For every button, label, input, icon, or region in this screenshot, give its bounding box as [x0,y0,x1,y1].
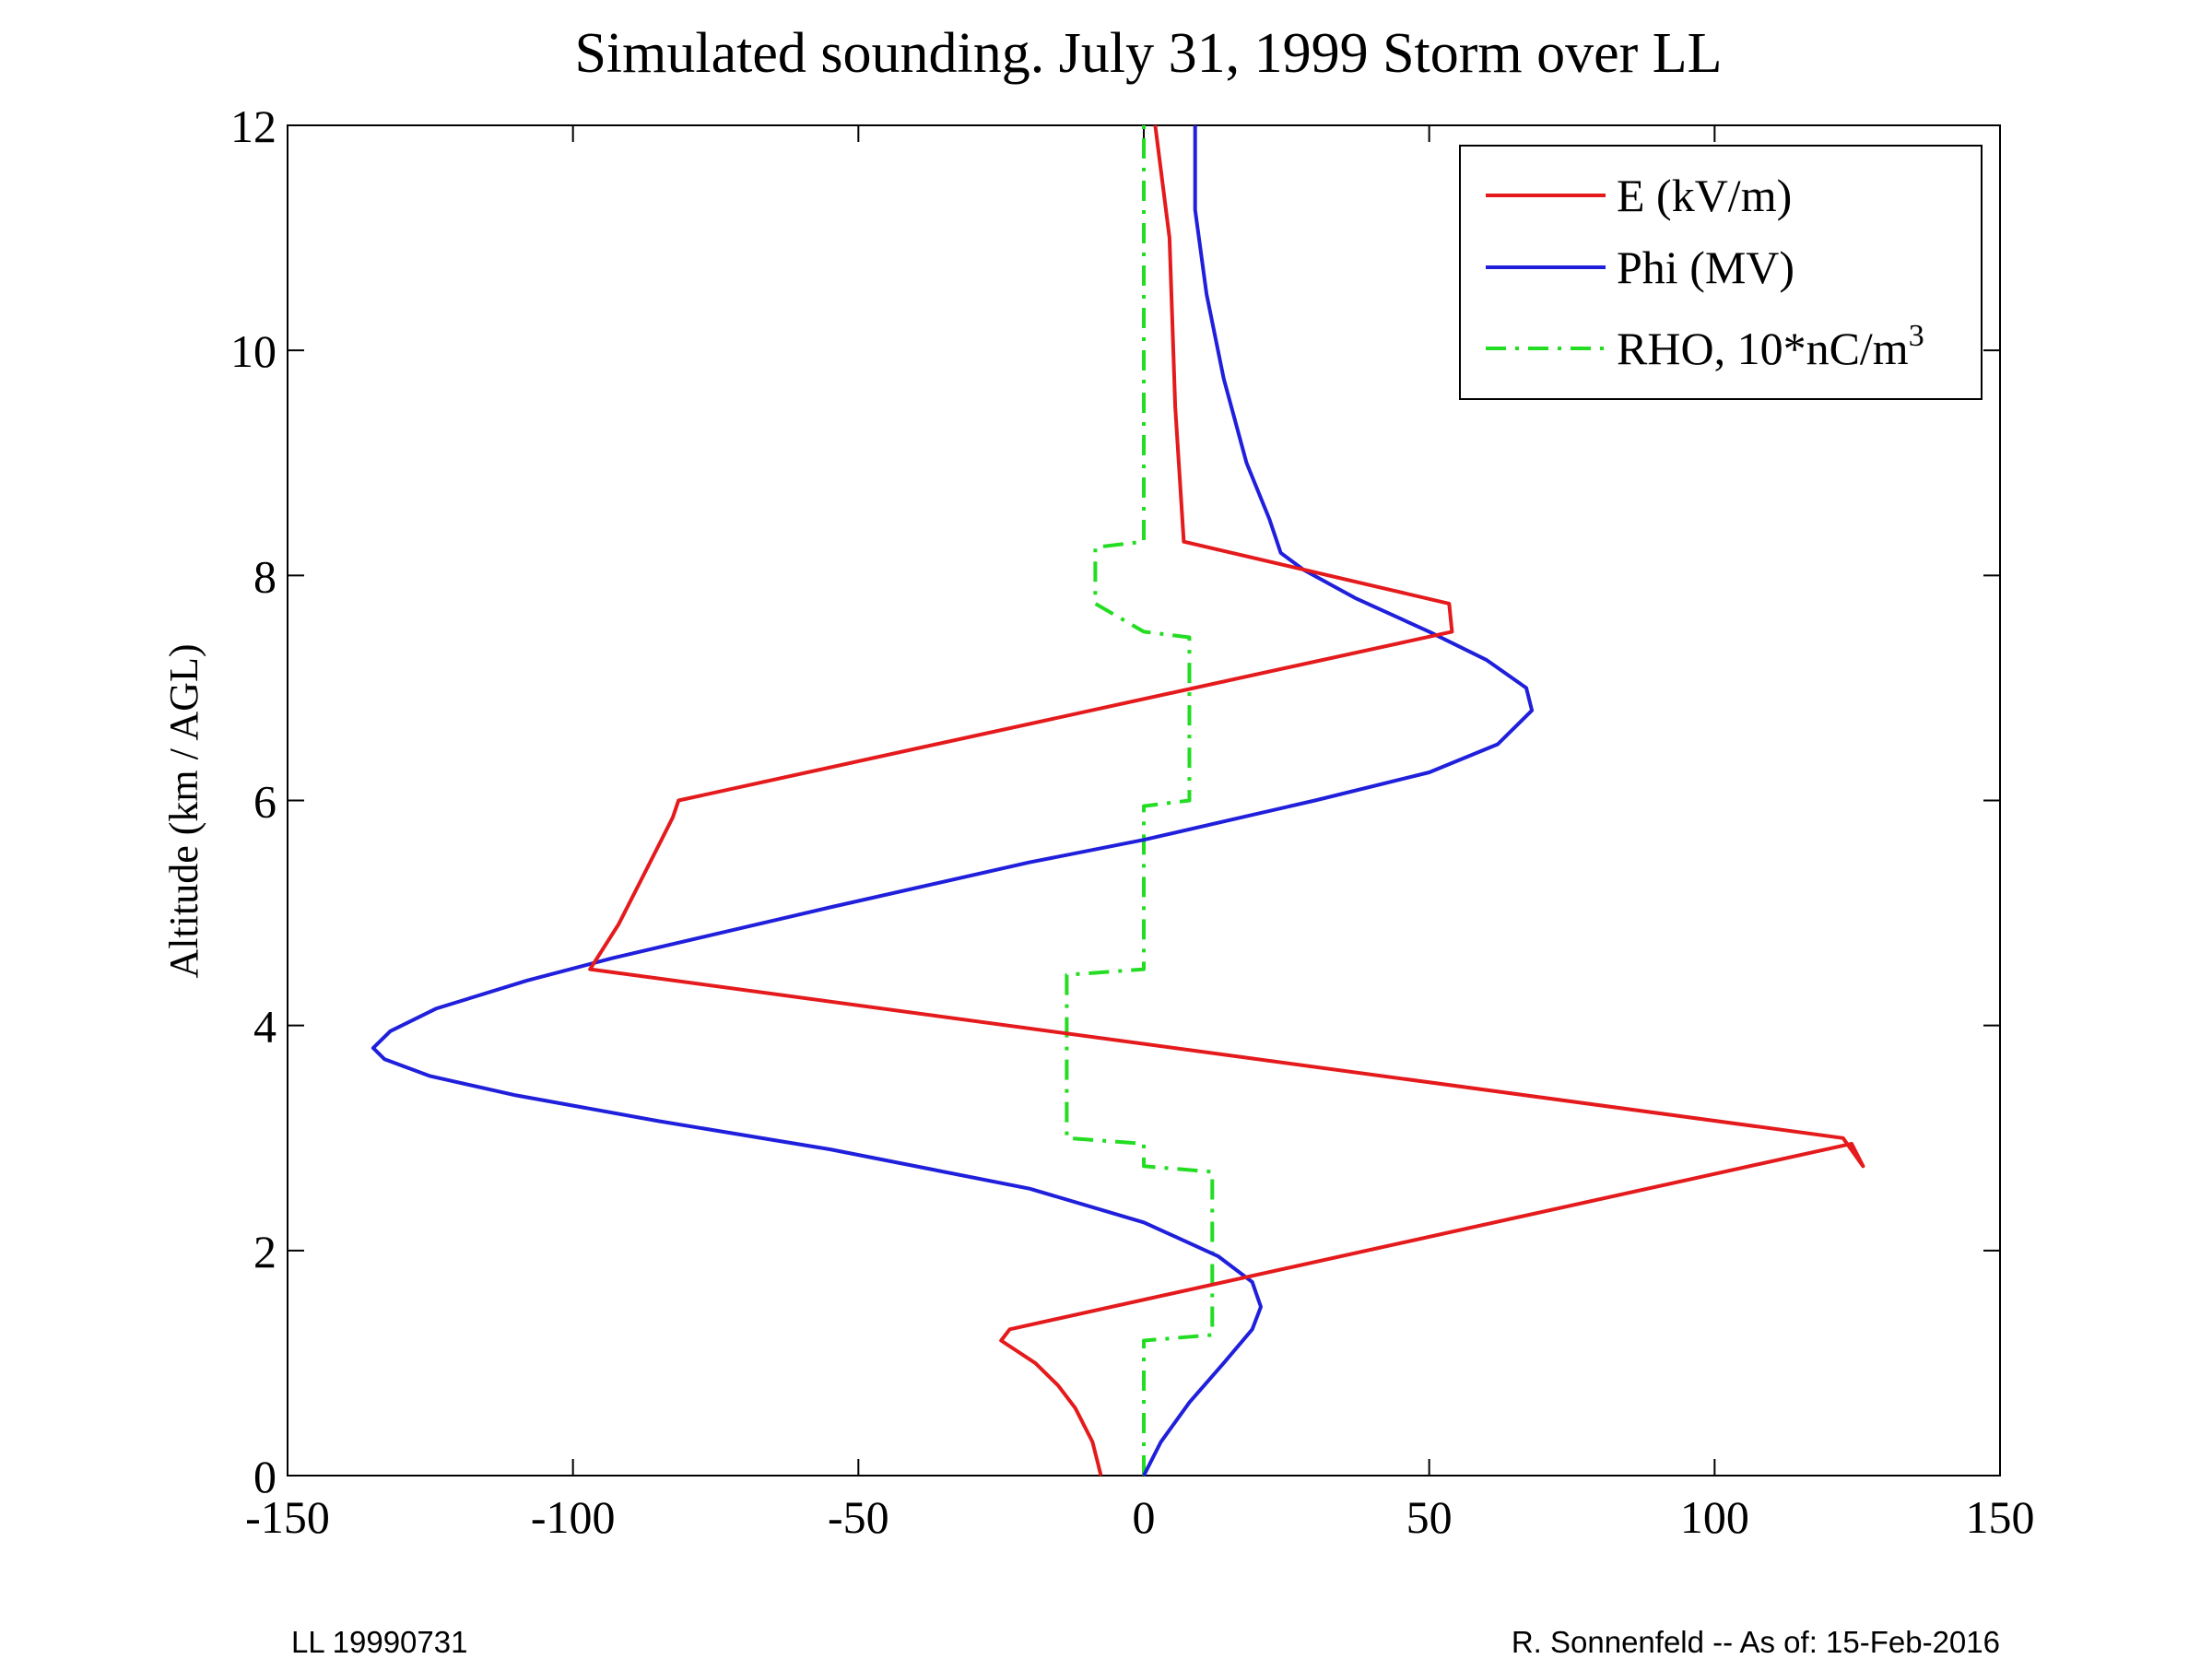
x-tick-label: 150 [1966,1491,2035,1543]
y-tick-label: 6 [253,776,276,828]
legend-label-0: E (kV/m) [1617,170,1792,221]
y-tick-label: 0 [253,1451,276,1502]
footer-left-label: LL 19990731 [291,1625,467,1659]
y-tick-label: 10 [230,325,276,377]
x-tick-label: -150 [245,1491,330,1543]
legend: E (kV/m) Phi (MV) RHO, 10*nC/m3 [1459,145,1983,400]
series-layer [371,124,1865,1477]
series-line-1 [371,125,1535,1477]
plot-area: -150 -100 -50 0 50 100 150 0 2 4 6 8 10 12 [230,100,2035,1543]
x-ticks: -150 -100 -50 0 50 100 150 [245,125,2035,1543]
series-line-0 [588,124,1865,1477]
y-tick-label: 12 [230,100,276,152]
x-tick-label: -50 [828,1491,889,1543]
y-ticks: 0 2 4 6 8 10 12 [230,100,2000,1502]
y-tick-label: 2 [253,1226,276,1277]
series-line-2 [1065,125,1215,1476]
y-axis-label: Altitude (km / AGL) [161,644,206,979]
x-tick-label: 0 [1133,1491,1156,1543]
x-tick-label: 100 [1680,1491,1749,1543]
legend-label-2: RHO, 10*nC/m3 [1617,319,1924,374]
legend-label-1: Phi (MV) [1617,241,1794,293]
x-tick-label: -100 [531,1491,616,1543]
y-tick-label: 4 [253,1001,276,1053]
y-tick-label: 8 [253,550,276,602]
footer-right-label: R. Sonnenfeld -- As of: 15-Feb-2016 [1512,1625,2000,1659]
x-tick-label: 50 [1406,1491,1453,1543]
legend-label-superscript: 3 [1909,319,1924,353]
legend-box [1459,145,1983,400]
chart-title: Simulated sounding. July 31, 1999 Storm … [574,22,1722,85]
